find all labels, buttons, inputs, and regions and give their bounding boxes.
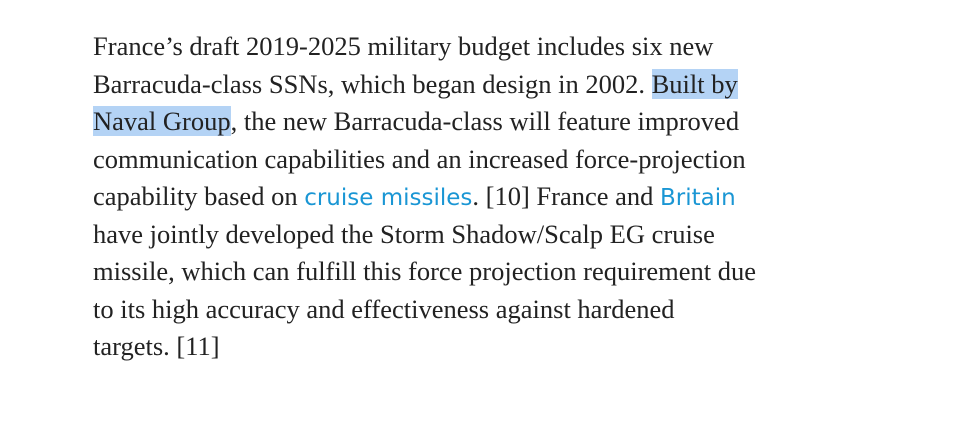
text: . [10] France and: [472, 181, 661, 211]
text: missile, which can fulfill this force pr…: [93, 256, 757, 286]
link[interactable]: cruise missiles: [304, 185, 473, 211]
text: to its high accuracy and effectiveness a…: [93, 293, 675, 324]
text-line: targets. [11]: [93, 328, 756, 366]
link[interactable]: Britain: [660, 185, 736, 211]
text-line: to its high accuracy and effectiveness a…: [93, 291, 756, 329]
text: capability based on: [93, 181, 305, 211]
text: communication capabilities and an increa…: [93, 143, 746, 174]
selected-text: Naval Group: [93, 106, 231, 136]
selected-text: Built by: [651, 68, 738, 99]
text: Barracuda-class SSNs, which began design…: [93, 68, 652, 99]
text-line: capability based on cruise missiles. [10…: [93, 178, 756, 216]
text: have jointly developed the Storm Shadow/…: [93, 218, 715, 249]
text: France’s draft 2019-2025 military budget…: [93, 31, 714, 61]
text-line: Barracuda-class SSNs, which began design…: [93, 66, 756, 104]
text-line: Naval Group, the new Barracuda-class wil…: [93, 103, 756, 141]
paragraph: France’s draft 2019-2025 military budget…: [93, 28, 756, 366]
text-line: missile, which can fulfill this force pr…: [93, 253, 756, 291]
text: targets. [11]: [93, 331, 220, 361]
text: , the new Barracuda-class will feature i…: [230, 106, 740, 136]
text-line: France’s draft 2019-2025 military budget…: [93, 28, 756, 66]
text-line: communication capabilities and an increa…: [93, 141, 756, 179]
text-line: have jointly developed the Storm Shadow/…: [93, 216, 756, 254]
